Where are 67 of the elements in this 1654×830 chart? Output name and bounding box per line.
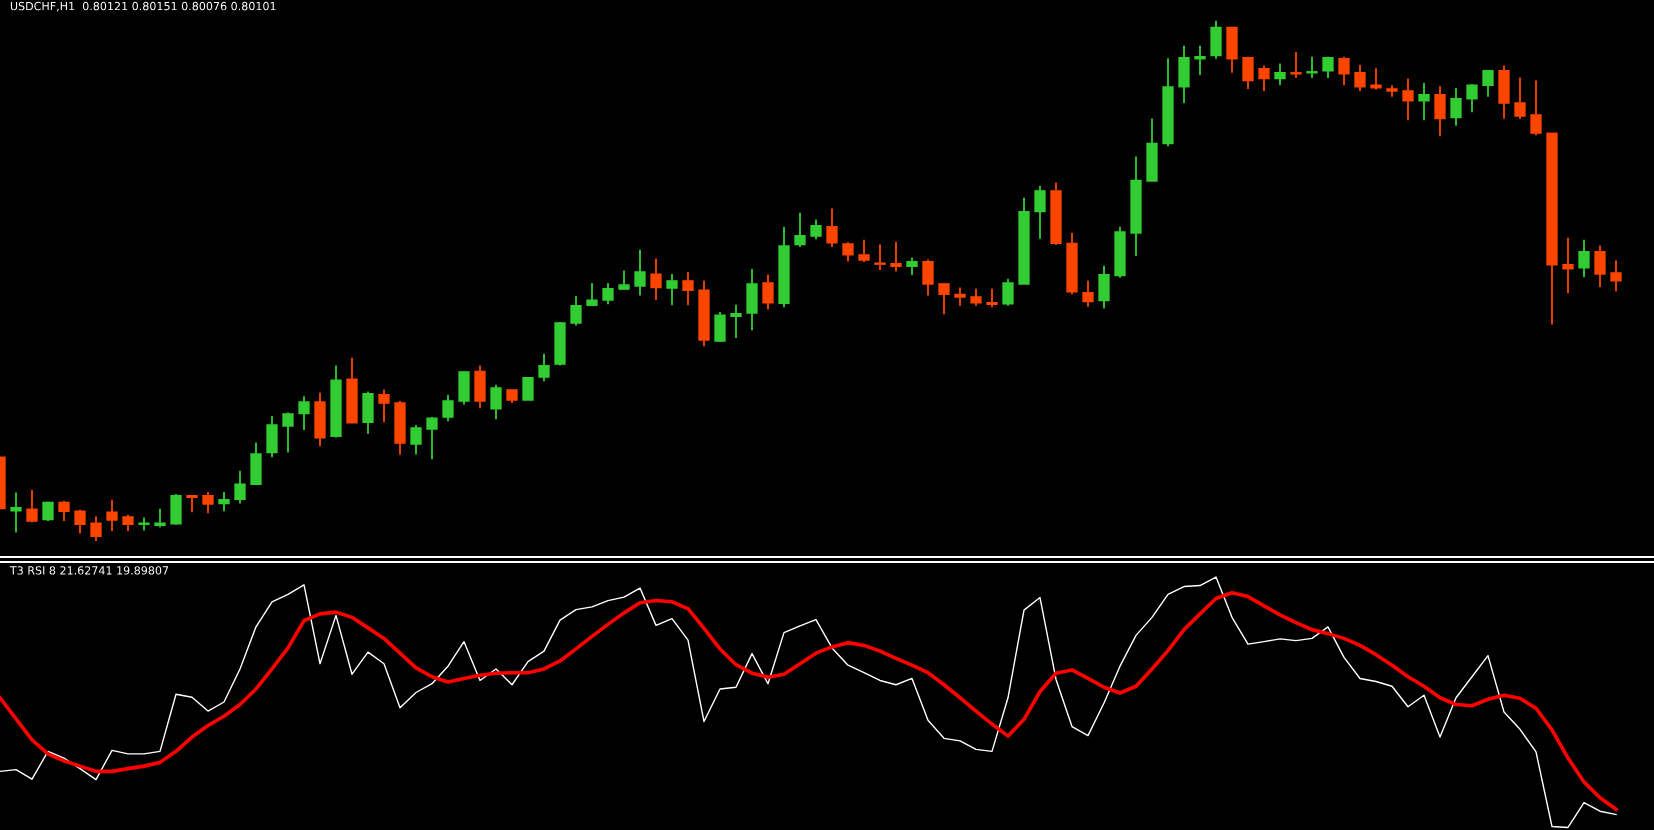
candlestick [26,489,38,524]
candlestick [1274,62,1286,87]
candlestick [954,286,966,307]
candlestick [842,241,854,263]
candlestick [522,376,534,401]
candlestick [1450,86,1462,127]
candlestick [10,491,22,534]
candlestick [426,416,438,461]
candlestick [1194,44,1206,76]
candlestick [602,282,614,306]
candlestick [730,303,742,339]
candlestick [538,352,550,383]
candlestick [1034,184,1046,240]
candlestick [682,271,694,307]
candlestick [378,388,390,424]
candlestick [874,243,886,271]
candlestick [106,498,118,532]
candlestick [1418,81,1430,122]
candlestick [1594,244,1606,288]
candlestick [1530,79,1542,137]
candlestick [618,269,630,291]
candlestick [1562,236,1574,295]
candlestick [298,395,310,432]
candlestick [138,516,150,532]
candlestick [490,383,502,421]
candlestick [154,507,166,529]
candlestick [442,393,454,423]
candlestick [1290,51,1302,79]
candlestick [922,258,934,297]
candlestick [58,499,70,523]
chart-title: T3 RSI 8 21.62741 19.89807 [9,566,169,575]
candlestick [1338,55,1350,87]
candlestick [762,273,774,311]
candlestick [1354,64,1366,92]
chart-title: USDCHF,H1 0.80121 0.80151 0.80076 0.80101 [10,1,276,12]
candlestick [234,469,246,505]
candlestick [1082,279,1094,308]
candlestick [1514,76,1526,121]
candlestick [1002,277,1014,307]
candlestick [1434,85,1446,138]
candlestick [858,238,870,264]
candlestick [1466,83,1478,114]
candlestick [570,295,582,327]
candlestick [890,240,902,273]
candlestick [1242,55,1254,90]
candlestick [1306,55,1318,79]
candlestick [810,218,822,241]
candlestick [826,207,838,248]
candlestick [634,248,646,297]
candlestick [1258,64,1270,92]
candlestick [986,287,998,309]
candlestick [282,411,294,454]
candlestick [202,491,214,515]
candlestick [1610,259,1622,293]
candlestick [586,282,598,307]
candlestick [650,257,662,301]
candlestick [74,508,86,535]
candlestick [1482,69,1494,98]
candlestick [218,491,230,513]
candlestick [1402,77,1414,122]
candlestick [186,494,198,514]
candlestick [794,211,806,248]
candlestick [666,273,678,307]
candlestick [1578,238,1590,279]
candlestick [90,515,102,542]
candlestick [410,423,422,456]
candlestick [938,282,950,316]
